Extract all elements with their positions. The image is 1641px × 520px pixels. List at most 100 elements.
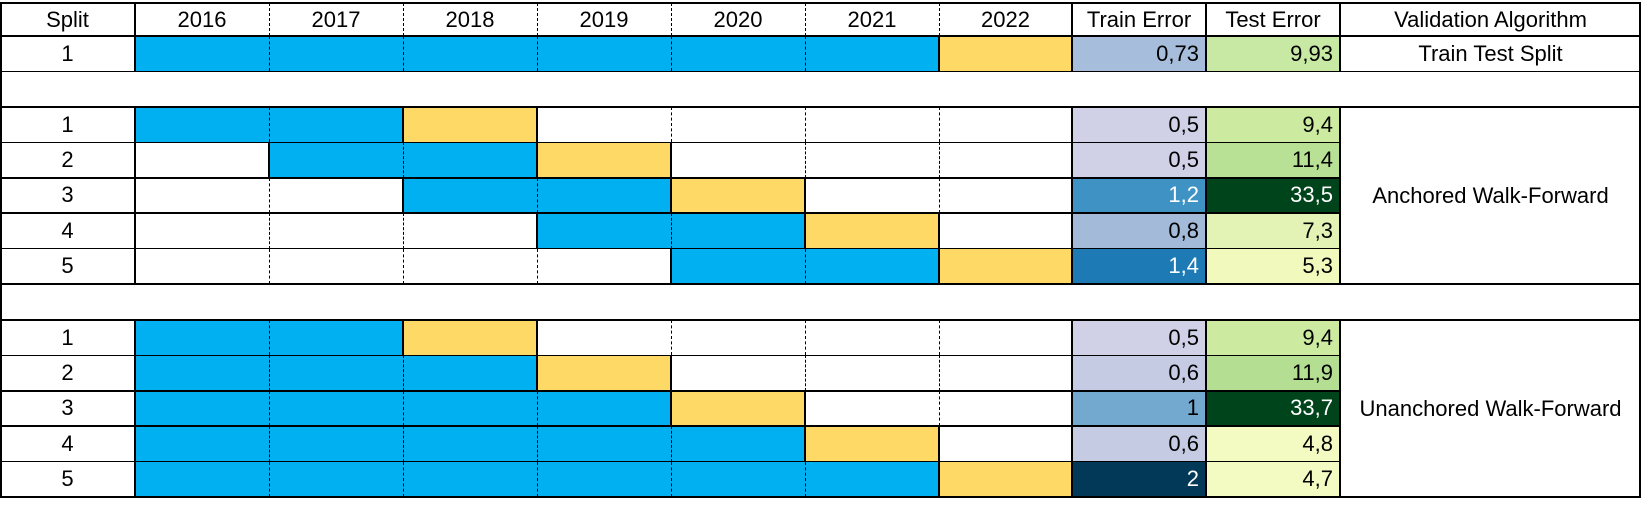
year-divider bbox=[938, 177, 940, 214]
column-border bbox=[1639, 320, 1641, 497]
train-period-2018 bbox=[403, 426, 537, 462]
year-divider bbox=[536, 426, 538, 462]
test-error-value: 4,7 bbox=[1206, 461, 1340, 497]
column-border bbox=[804, 213, 806, 249]
split-number: 2 bbox=[61, 360, 74, 386]
column-border bbox=[0, 107, 2, 284]
row-border bbox=[1340, 2, 1641, 4]
timeline-cell bbox=[671, 320, 805, 355]
year-divider bbox=[938, 390, 940, 427]
train-period-2019 bbox=[537, 177, 671, 214]
year-divider bbox=[268, 213, 270, 249]
year-divider bbox=[804, 36, 806, 72]
timeline-cell bbox=[135, 213, 269, 248]
header-year-2018: 2018 bbox=[445, 6, 495, 32]
year-divider bbox=[536, 461, 538, 497]
column-border bbox=[1071, 107, 1073, 284]
timeline-cell bbox=[671, 107, 805, 142]
test-period-2021 bbox=[805, 426, 939, 462]
year-divider bbox=[268, 36, 270, 72]
column-border bbox=[1639, 3, 1641, 72]
row-border bbox=[0, 247, 1340, 250]
test-period-2022 bbox=[939, 461, 1072, 497]
train-period-2019 bbox=[537, 36, 671, 72]
train-period-2016 bbox=[135, 36, 269, 72]
test-error-value: 11,9 bbox=[1206, 355, 1340, 391]
split-number: 5 bbox=[61, 253, 74, 279]
train-error-value: 0,73 bbox=[1072, 36, 1206, 72]
column-border bbox=[938, 461, 940, 497]
train-period-2016 bbox=[135, 320, 269, 356]
year-divider bbox=[938, 142, 940, 178]
column-border bbox=[0, 71, 2, 107]
test-period-2019 bbox=[537, 355, 671, 391]
year-divider bbox=[402, 142, 404, 178]
year-divider bbox=[536, 390, 538, 427]
year-divider bbox=[402, 213, 404, 249]
train-period-2017 bbox=[269, 426, 403, 462]
row-border bbox=[0, 496, 1340, 498]
test-period-2022 bbox=[939, 248, 1072, 284]
train-period-2020 bbox=[671, 426, 805, 462]
row-border bbox=[0, 354, 1340, 357]
column-border bbox=[536, 355, 538, 391]
timeline-cell bbox=[403, 213, 537, 248]
train-error-value: 1,4 bbox=[1072, 248, 1206, 284]
year-divider bbox=[804, 3, 806, 36]
train-period-2019 bbox=[537, 213, 671, 249]
test-period-2019 bbox=[537, 142, 671, 178]
column-border bbox=[1639, 71, 1641, 107]
timeline-cell bbox=[537, 320, 671, 355]
timeline-cell bbox=[135, 178, 269, 213]
train-period-2017 bbox=[269, 355, 403, 391]
train-error-value: 2 bbox=[1072, 461, 1206, 497]
column-border bbox=[536, 142, 538, 178]
timeline-cell bbox=[805, 107, 939, 142]
column-border bbox=[536, 213, 538, 249]
split-number: 1 bbox=[61, 324, 74, 350]
column-border bbox=[1339, 320, 1341, 497]
header-year-2016: 2016 bbox=[177, 6, 227, 32]
year-divider bbox=[402, 248, 404, 284]
timeline-cell bbox=[269, 178, 403, 213]
row-border bbox=[0, 212, 1340, 214]
column-border bbox=[1339, 3, 1341, 72]
timeline-cell bbox=[805, 320, 939, 355]
column-border bbox=[536, 320, 538, 356]
timeline-cell bbox=[269, 249, 403, 284]
year-divider bbox=[804, 355, 806, 391]
column-border bbox=[670, 248, 672, 284]
timeline-cell bbox=[537, 249, 671, 284]
row-border bbox=[0, 319, 1340, 321]
train-period-2016 bbox=[135, 390, 269, 427]
column-border bbox=[1639, 107, 1641, 284]
year-divider bbox=[804, 142, 806, 178]
timeline-cell bbox=[805, 355, 939, 390]
column-border bbox=[938, 426, 940, 462]
row-border bbox=[0, 390, 1340, 392]
year-divider bbox=[536, 36, 538, 72]
column-border bbox=[402, 177, 404, 214]
train-error-value: 1,2 bbox=[1072, 177, 1206, 214]
train-error-value: 0,6 bbox=[1072, 355, 1206, 391]
train-period-2018 bbox=[403, 177, 537, 214]
year-divider bbox=[268, 248, 270, 284]
header-split: Split bbox=[46, 6, 89, 32]
timeline-cell bbox=[671, 355, 805, 390]
column-border bbox=[804, 390, 806, 427]
row-border bbox=[0, 177, 1340, 179]
train-period-2016 bbox=[135, 461, 269, 497]
row-border bbox=[1340, 319, 1641, 321]
column-border bbox=[1205, 107, 1207, 284]
year-divider bbox=[268, 177, 270, 214]
test-error-value: 9,93 bbox=[1206, 36, 1340, 72]
header-validation-algorithm: Validation Algorithm bbox=[1394, 6, 1587, 32]
split-number: 4 bbox=[61, 430, 74, 456]
timeline-cell bbox=[805, 142, 939, 177]
column-border bbox=[804, 177, 806, 214]
test-period-2020 bbox=[671, 390, 805, 427]
year-divider bbox=[268, 390, 270, 427]
timeline-cell bbox=[939, 355, 1072, 390]
column-border bbox=[670, 390, 672, 427]
